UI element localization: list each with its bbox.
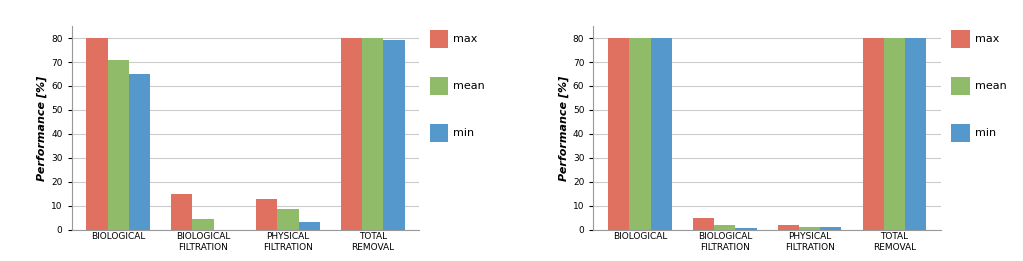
Bar [362,38,384,230]
Bar [87,38,107,230]
Y-axis label: Performance [%]: Performance [%] [37,75,47,181]
Bar [192,219,214,230]
Bar [256,199,277,230]
Bar [799,227,820,230]
Bar [277,209,299,230]
Y-axis label: Performance [%]: Performance [%] [559,75,569,181]
Bar [341,38,362,230]
Bar [693,218,714,230]
Bar [384,40,404,230]
Bar [820,227,842,230]
Bar [129,74,150,230]
Bar [714,225,736,230]
Bar [629,38,651,230]
Text: max: max [453,34,478,44]
Text: min: min [975,128,996,138]
Bar [862,38,884,230]
Text: mean: mean [975,81,1007,91]
Text: min: min [453,128,475,138]
Bar [609,38,629,230]
Bar [905,38,926,230]
Bar [651,38,672,230]
Bar [736,228,757,230]
Bar [777,225,799,230]
Text: mean: mean [453,81,485,91]
Bar [884,38,905,230]
Bar [171,194,192,230]
Text: max: max [975,34,999,44]
Bar [107,60,129,230]
Bar [299,222,320,230]
